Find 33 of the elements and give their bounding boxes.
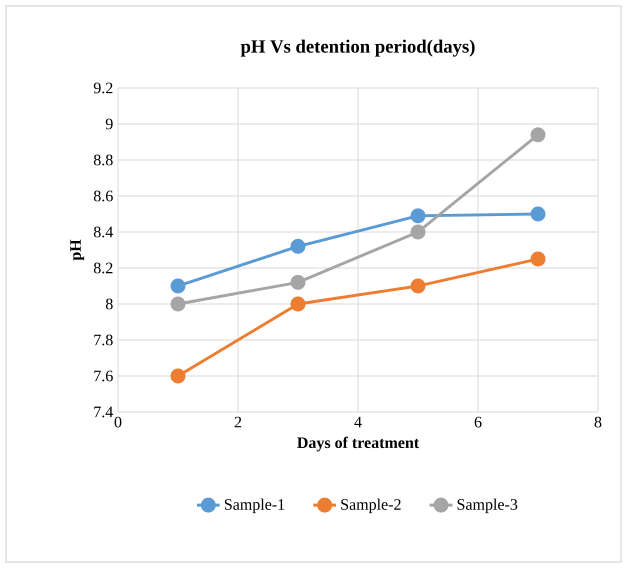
point [170, 368, 186, 384]
y-tick-label: 8.4 [94, 226, 114, 238]
y-tick-label: 7.4 [94, 406, 114, 418]
x-tick-label: 2 [234, 416, 242, 428]
x-axis-title: Days of treatment [297, 436, 420, 452]
legend-label: Sample-1 [224, 498, 284, 514]
point [530, 127, 546, 142]
y-tick-label: 8.8 [94, 154, 113, 166]
y-tick-label: 8.6 [94, 190, 113, 202]
point [290, 296, 306, 312]
point [290, 274, 306, 290]
y-tick-label: 9.2 [94, 82, 112, 94]
x-tick-label: 8 [594, 416, 602, 428]
point [410, 208, 426, 224]
point [410, 224, 426, 240]
y-tick-label: 8 [106, 298, 113, 310]
point [530, 206, 546, 222]
point [290, 238, 306, 254]
point [170, 296, 186, 312]
chart-title: pH Vs detention period(days) [240, 40, 475, 57]
point [410, 278, 426, 294]
y-tick-label: 7.8 [94, 334, 113, 346]
legend-label: Sample-2 [341, 498, 401, 514]
x-tick-label: 4 [354, 416, 362, 428]
y-tick-label: 8.2 [94, 262, 112, 274]
point [170, 278, 186, 294]
y-axis-title: pH [70, 240, 84, 260]
x-tick-label: 6 [474, 416, 482, 428]
legend-label: Sample-3 [458, 498, 518, 514]
y-tick-label: 9 [106, 118, 113, 130]
y-tick-label: 7.6 [94, 370, 113, 382]
x-tick-label: 0 [114, 416, 122, 428]
point [530, 252, 546, 266]
